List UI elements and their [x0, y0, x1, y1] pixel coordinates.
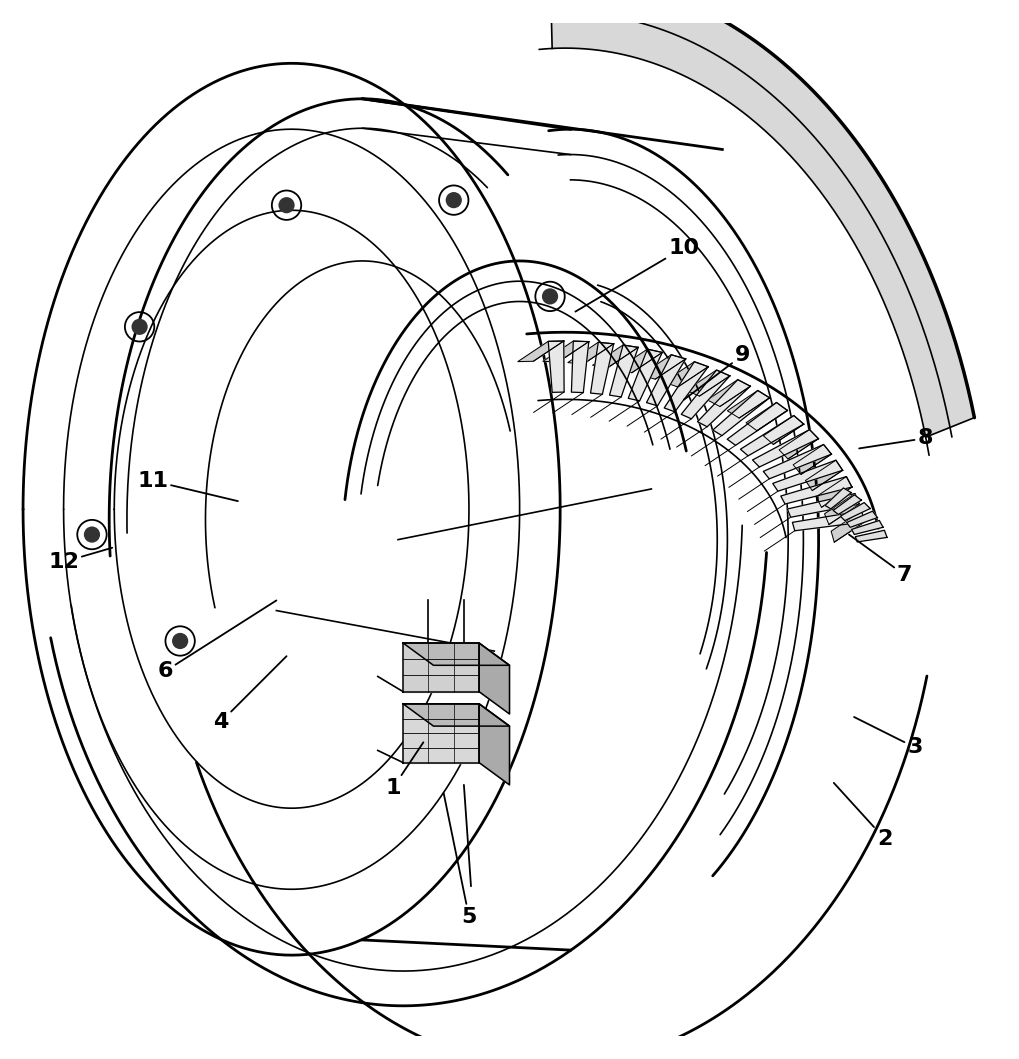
Polygon shape [841, 503, 870, 521]
Text: 12: 12 [48, 548, 112, 572]
Polygon shape [788, 493, 859, 517]
Polygon shape [682, 370, 730, 418]
Polygon shape [664, 362, 708, 412]
Text: 2: 2 [834, 783, 893, 848]
Polygon shape [805, 461, 843, 490]
Polygon shape [518, 341, 564, 361]
Polygon shape [548, 341, 565, 392]
Polygon shape [629, 349, 662, 401]
Text: 10: 10 [576, 238, 699, 311]
Polygon shape [646, 355, 686, 406]
Polygon shape [404, 643, 479, 692]
Polygon shape [568, 342, 613, 364]
Polygon shape [686, 370, 730, 396]
Text: 8: 8 [859, 428, 932, 448]
Polygon shape [609, 345, 638, 397]
Text: 7: 7 [849, 535, 912, 586]
Polygon shape [664, 362, 708, 387]
Polygon shape [618, 349, 662, 373]
Polygon shape [816, 477, 852, 507]
Polygon shape [781, 477, 852, 504]
Polygon shape [852, 520, 883, 535]
Text: 1: 1 [385, 742, 423, 797]
Polygon shape [741, 415, 804, 455]
Polygon shape [793, 445, 832, 474]
Polygon shape [847, 511, 877, 527]
Polygon shape [752, 430, 818, 467]
Polygon shape [763, 445, 832, 479]
Polygon shape [855, 531, 887, 542]
Polygon shape [834, 495, 861, 515]
Polygon shape [543, 341, 589, 362]
Polygon shape [641, 355, 686, 379]
Text: 3: 3 [854, 717, 922, 757]
Polygon shape [763, 415, 804, 445]
Circle shape [278, 197, 294, 213]
Circle shape [445, 192, 462, 209]
Polygon shape [772, 461, 843, 491]
Text: 4: 4 [213, 657, 286, 732]
Polygon shape [728, 402, 788, 446]
Polygon shape [728, 391, 769, 418]
Text: 5: 5 [443, 793, 477, 927]
Polygon shape [780, 430, 818, 459]
Polygon shape [404, 704, 479, 762]
Polygon shape [591, 342, 613, 394]
Polygon shape [713, 391, 769, 435]
Polygon shape [479, 643, 510, 714]
Polygon shape [479, 704, 510, 785]
Polygon shape [746, 402, 788, 431]
Polygon shape [593, 345, 638, 367]
Text: 6: 6 [157, 600, 276, 681]
Polygon shape [793, 510, 865, 531]
Polygon shape [825, 488, 851, 509]
Circle shape [131, 319, 148, 335]
Polygon shape [698, 380, 750, 427]
Polygon shape [404, 643, 510, 665]
Polygon shape [707, 380, 750, 407]
Polygon shape [824, 493, 859, 524]
Polygon shape [832, 510, 865, 542]
Circle shape [84, 526, 100, 542]
Text: 9: 9 [684, 345, 750, 400]
Text: 11: 11 [138, 471, 237, 501]
Polygon shape [572, 341, 589, 393]
Polygon shape [550, 0, 974, 437]
Circle shape [542, 288, 558, 305]
Circle shape [172, 633, 189, 649]
Polygon shape [404, 704, 510, 726]
